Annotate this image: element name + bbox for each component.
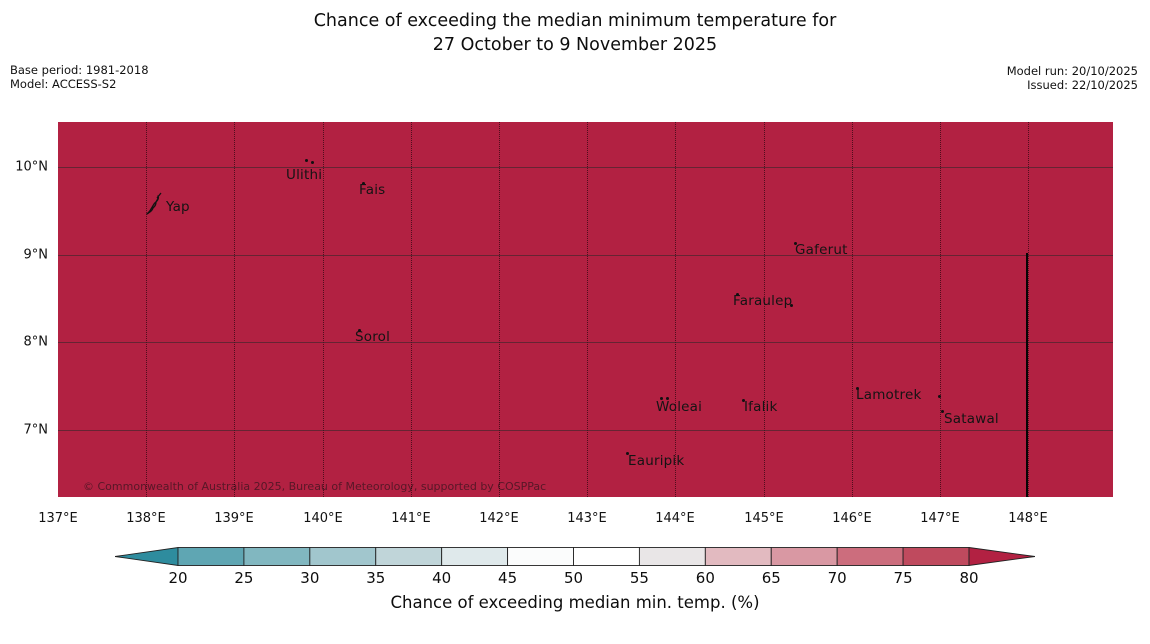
lat-tick-label: 7°N — [23, 422, 49, 438]
colorbar-segment — [638, 547, 706, 566]
island-dot — [305, 159, 308, 162]
place-label-ulithi: Ulithi — [286, 167, 323, 183]
map: © Commonwealth of Australia 2025, Bureau… — [58, 122, 1113, 497]
gridline-meridian — [675, 122, 676, 497]
colorbar-segment — [770, 547, 838, 566]
colorbar-tick-label: 75 — [893, 569, 913, 587]
gridline-meridian — [852, 122, 853, 497]
colorbar-over-arrow — [968, 547, 1035, 566]
colorbar — [115, 547, 1035, 566]
place-label-lamotrek: Lamotrek — [856, 387, 922, 403]
lon-tick-label: 140°E — [303, 511, 343, 526]
place-label-satawal: Satawal — [944, 411, 999, 427]
model-text: Model: ACCESS-S2 — [10, 77, 117, 91]
lon-tick-label: 141°E — [391, 511, 431, 526]
place-label-gaferut: Gaferut — [795, 242, 848, 258]
gridline-meridian — [499, 122, 500, 497]
colorbar-tick-label: 45 — [498, 569, 518, 587]
island-dot — [794, 242, 797, 245]
colorbar-tick-label: 50 — [563, 569, 584, 587]
place-label-ifalik: Ifalik — [744, 399, 778, 415]
colorbar-under-arrow — [115, 547, 179, 566]
colorbar-tick-label: 40 — [432, 569, 452, 587]
place-label-yap: Yap — [166, 199, 190, 215]
lon-tick-label: 142°E — [479, 511, 519, 526]
island-dot — [856, 387, 859, 390]
gridline-parallel — [58, 430, 1113, 431]
island-dot — [736, 293, 739, 296]
page-title: Chance of exceeding the median minimum t… — [0, 9, 1150, 57]
lon-tick-label: 143°E — [567, 511, 607, 526]
title-line-1: Chance of exceeding the median minimum t… — [313, 11, 837, 31]
gridline-meridian — [587, 122, 588, 497]
lon-tick-label: 146°E — [832, 511, 872, 526]
place-label-faraulep: Faraulep — [733, 293, 793, 309]
gridline-parallel — [58, 167, 1113, 168]
colorbar-segment — [902, 547, 970, 566]
lon-tick-label: 144°E — [655, 511, 695, 526]
gridline-parallel — [58, 255, 1113, 256]
island-dot — [742, 399, 745, 402]
place-label-fais: Fais — [359, 182, 386, 198]
place-label-sorol: Sorol — [355, 329, 391, 345]
lon-tick-label: 147°E — [920, 511, 960, 526]
issued-text: Issued: 22/10/2025 — [1027, 78, 1138, 92]
lat-tick-label: 10°N — [15, 159, 48, 175]
island-dot — [362, 182, 365, 185]
colorbar-tick-label: 35 — [366, 569, 386, 587]
model-run-text: Model run: 20/10/2025 — [1006, 64, 1138, 78]
colorbar-tick-label: 65 — [761, 569, 781, 587]
colorbar-segment — [177, 547, 245, 566]
copyright-text: © Commonwealth of Australia 2025, Bureau… — [83, 480, 547, 493]
gridline-meridian — [1028, 122, 1029, 497]
gridline-meridian — [764, 122, 765, 497]
island-dot — [626, 452, 629, 455]
yap-island-outline — [146, 192, 162, 215]
colorbar-segment — [309, 547, 377, 566]
island-dot — [666, 397, 669, 400]
gridline-meridian — [411, 122, 412, 497]
gridline-meridian — [234, 122, 235, 497]
colorbar-segment — [704, 547, 772, 566]
lon-tick-label: 145°E — [744, 511, 784, 526]
base-period-text: Base period: 1981-2018 — [10, 63, 149, 77]
lon-tick-label: 148°E — [1008, 511, 1048, 526]
colorbar-segment — [573, 547, 640, 566]
colorbar-label: Chance of exceeding median min. temp. (%… — [390, 593, 760, 612]
colorbar-tick-label: 20 — [168, 569, 188, 587]
lon-tick-label: 138°E — [126, 511, 166, 526]
lat-tick-label: 9°N — [23, 247, 49, 263]
colorbar-segment — [375, 547, 443, 566]
colorbar-segment — [441, 547, 509, 566]
colorbar-tick-label: 30 — [300, 569, 320, 587]
colorbar-tick-label: 70 — [827, 569, 847, 587]
gridline-meridian — [323, 122, 324, 497]
island-dot — [941, 410, 944, 413]
place-label-woleai: Woleai — [656, 399, 703, 415]
meta-left: Base period: 1981-2018 Model: ACCESS-S2 — [10, 63, 149, 91]
island-dot — [311, 161, 314, 164]
island-dot — [358, 329, 361, 332]
gridline-meridian — [940, 122, 941, 497]
colorbar-tick-label: 80 — [959, 569, 979, 587]
meta-right: Model run: 20/10/2025 Issued: 22/10/2025 — [1007, 64, 1138, 92]
colorbar-tick-label: 55 — [629, 569, 649, 587]
island-dot — [938, 395, 941, 398]
lon-tick-label: 137°E — [38, 511, 78, 526]
title-line-2: 27 October to 9 November 2025 — [432, 35, 718, 55]
lat-tick-label: 8°N — [23, 334, 49, 350]
gridline-parallel — [58, 342, 1113, 343]
colorbar-segment — [507, 547, 574, 566]
colorbar-segment — [836, 547, 904, 566]
colorbar-segment — [243, 547, 311, 566]
island-dot — [660, 397, 663, 400]
place-label-eauripik: Eauripik — [628, 453, 685, 469]
lon-tick-label: 139°E — [214, 511, 254, 526]
boundary-line-148e — [1026, 253, 1028, 497]
gridline-meridian — [146, 122, 147, 497]
colorbar-tick-label: 60 — [695, 569, 715, 587]
colorbar-tick-label: 25 — [234, 569, 254, 587]
island-dot — [790, 304, 793, 307]
